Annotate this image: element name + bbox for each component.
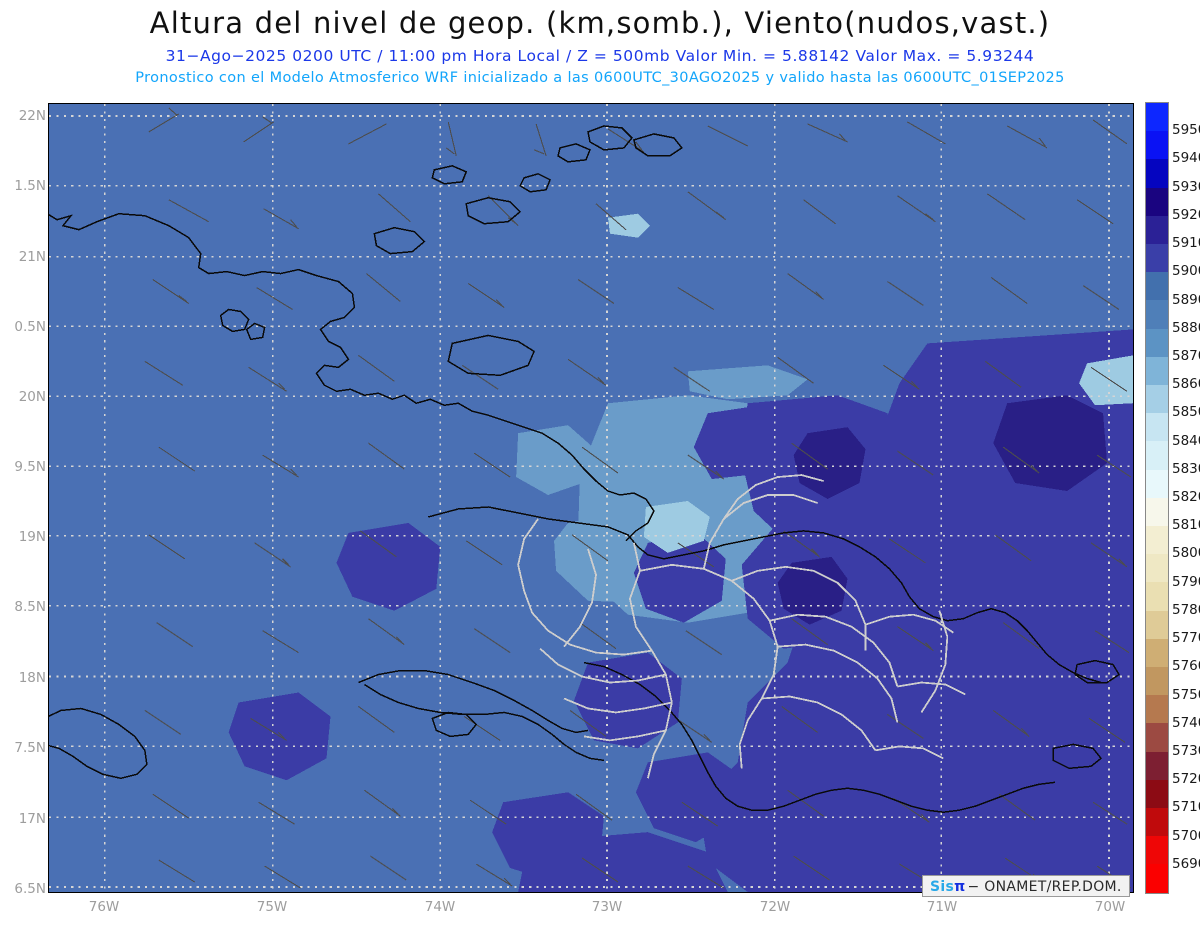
colorbar-band [1146,808,1168,837]
colorbar-tick-label: 5930 [1172,178,1200,195]
colorbar-band [1146,244,1168,273]
colorbar-tick-label: 5840 [1172,432,1200,449]
x-tick-label: 76W [88,899,120,915]
colorbar-tick-label: 5950 [1172,122,1200,139]
colorbar-tick-label: 5860 [1172,376,1200,393]
colorbar-tick-label: 5850 [1172,404,1200,421]
colorbar-band [1146,469,1168,498]
colorbar-band [1146,356,1168,386]
x-tick-label: 74W [424,899,456,915]
colorbar-tick-label: 5820 [1172,489,1200,505]
colorbar-tick-label: 5790 [1172,573,1200,590]
y-tick-label: 18N [18,670,46,686]
colorbar-band [1146,695,1168,724]
colorbar-tick-label: 5740 [1172,714,1200,731]
colorbar-tick-label: 5700 [1172,827,1200,844]
geopotential-heatmap [49,104,1133,892]
colorbar-tick-label: 5920 [1172,206,1200,223]
subtitle-model-info: Pronostico con el Modelo Atmosferico WRF… [135,70,1065,86]
colorbar-tick-label: 5910 [1172,235,1200,252]
colorbar-tick-label: 5750 [1172,686,1200,703]
watermark-pi-icon: π [954,878,966,895]
colorbar-tick-label: 5900 [1172,263,1200,280]
colorbar-band [1146,723,1168,752]
colorbar-tick-labels: 5950 5940 5930 5920 5910 5900 5890 5880 5870 5860… [1172,102,1200,894]
x-tick-label: 72W [759,899,791,915]
y-tick-label: 8.5N [14,599,46,615]
colorbar-band [1146,103,1168,132]
colorbar-band [1146,554,1168,583]
x-tick-label: 71W [926,899,958,915]
y-tick-label: 7.5N [14,740,46,756]
y-tick-label: 1.5N [14,178,46,194]
y-tick-label: 17N [18,811,46,827]
colorbar-tick-label: 5890 [1172,291,1200,308]
y-tick-label: 19N [18,529,46,545]
header: Altura del nivel de geop. (km,somb.), Vi… [0,0,1200,98]
map-plot-area[interactable] [48,103,1134,893]
colorbar-band [1146,159,1168,188]
x-tick-label: 70W [1094,899,1126,915]
colorbar-band [1146,441,1168,470]
colorbar-band [1146,667,1168,696]
colorbar-tick-label: 5690 [1172,855,1200,872]
y-tick-label: 20N [18,389,46,405]
colorbar-tick-label: 5710 [1172,799,1200,816]
colorbar[interactable] [1145,102,1169,894]
colorbar-tick-label: 5730 [1172,742,1200,759]
page-title: Altura del nivel de geop. (km,somb.), Vi… [149,6,1051,40]
y-tick-label: 22N [18,108,46,124]
colorbar-tick-label: 5720 [1172,771,1200,788]
colorbar-band [1146,836,1168,865]
colorbar-band [1146,300,1168,329]
x-tick-label: 73W [591,899,623,915]
colorbar-band [1146,385,1168,414]
colorbar-band [1146,497,1168,527]
watermark-onamet: Sis π − ONAMET/REP.DOM. [922,875,1130,897]
colorbar-band [1146,272,1168,301]
colorbar-band [1146,864,1168,893]
colorbar-band [1146,751,1168,780]
colorbar-tick-label: 5830 [1172,460,1200,477]
colorbar-tick-label: 5870 [1172,347,1200,364]
colorbar-tick-label: 5880 [1172,319,1200,336]
colorbar-band [1146,215,1168,245]
colorbar-tick-label: 5800 [1172,545,1200,562]
subtitle-valid-time: 31−Ago−2025 0200 UTC / 11:00 pm Hora Loc… [165,47,1035,65]
colorbar-tick-label: 5810 [1172,517,1200,534]
colorbar-tick-label: 5760 [1172,658,1200,675]
colorbar-band [1146,526,1168,555]
y-tick-label: 0.5N [14,319,46,335]
colorbar-tick-label: 5770 [1172,630,1200,647]
colorbar-band [1146,779,1168,809]
y-tick-label: 9.5N [14,459,46,475]
x-tick-label: 75W [256,899,288,915]
colorbar-tick-label: 5940 [1172,150,1200,167]
coastlines [49,125,1121,813]
colorbar-band [1146,582,1168,611]
colorbar-band [1146,328,1168,357]
watermark-agency: − ONAMET/REP.DOM. [967,878,1122,895]
colorbar-band [1146,187,1168,216]
y-tick-label: 21N [18,249,46,265]
y-tick-label: 6.5N [14,881,46,897]
watermark-brand: Sis [930,878,955,895]
colorbar-band [1146,131,1168,160]
colorbar-band [1146,413,1168,442]
colorbar-band [1146,638,1168,668]
colorbar-band [1146,610,1168,639]
colorbar-tick-label: 5780 [1172,601,1200,618]
province-borders [517,474,966,779]
